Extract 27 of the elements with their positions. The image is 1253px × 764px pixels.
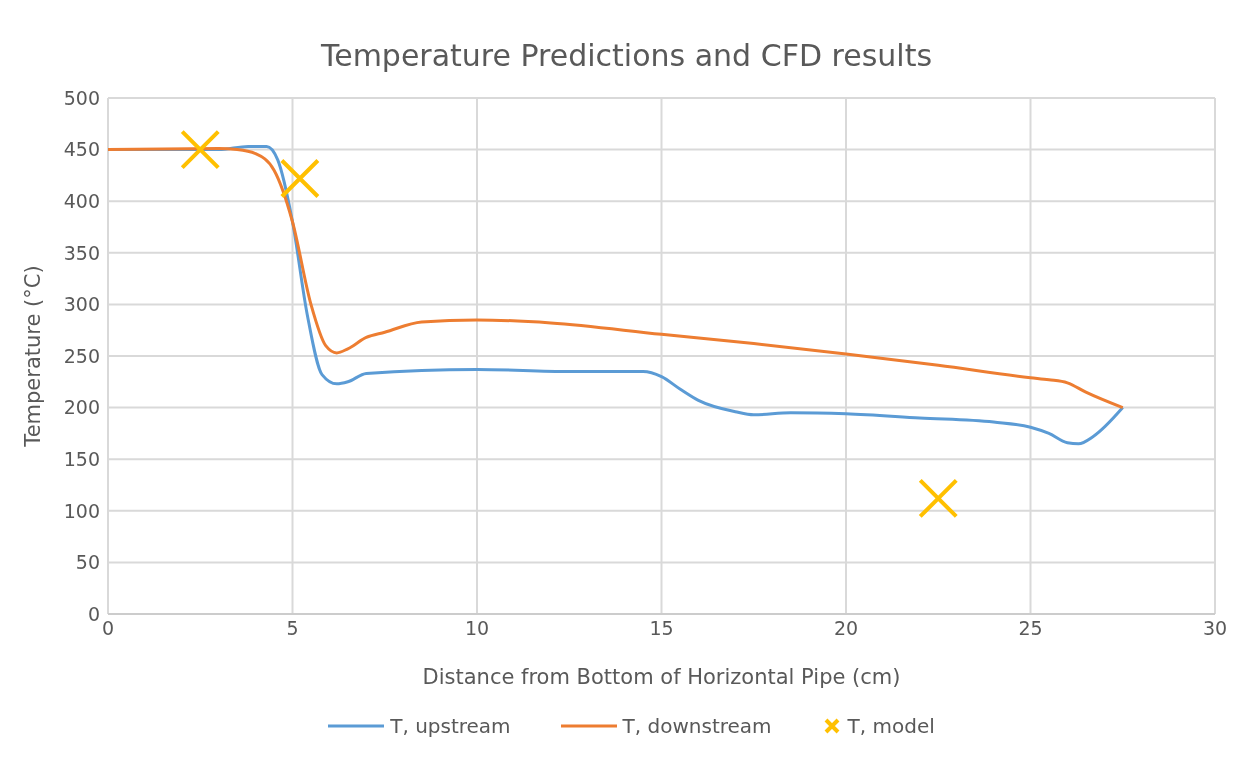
y-tick-label: 450 — [63, 138, 100, 161]
x-axis-title: Distance from Bottom of Horizontal Pipe (cm) — [422, 665, 901, 689]
point — [180, 129, 221, 170]
y-tick-label: 300 — [63, 293, 100, 316]
y-tick-label: 400 — [63, 189, 100, 212]
x-tick-label: 0 — [101, 617, 115, 640]
y-tick-label: 250 — [63, 344, 100, 367]
point — [918, 478, 959, 519]
x-tick-label: 30 — [1202, 617, 1228, 640]
legend-label: T, model — [847, 714, 935, 738]
x-tick-label: 15 — [649, 617, 674, 640]
y-tick-label: 150 — [63, 447, 100, 470]
legend-label: T, downstream — [622, 714, 772, 738]
chart-title: Temperature Predictions and CFD results — [319, 37, 934, 75]
y-tick-label: 50 — [75, 551, 100, 574]
x-tick-label: 10 — [464, 617, 490, 640]
legend-label: T, upstream — [390, 714, 511, 738]
y-axis-title: Temperature (°C) — [21, 265, 46, 448]
y-tick-label: 0 — [87, 602, 100, 625]
x-tick-label: 25 — [1018, 617, 1043, 640]
point — [279, 158, 320, 199]
x-tick-label: 20 — [833, 617, 859, 640]
y-tick-label: 100 — [63, 499, 100, 522]
y-tick-label: 350 — [63, 241, 100, 264]
y-tick-label: 500 — [63, 86, 100, 109]
y-tick-label: 200 — [63, 396, 100, 419]
x-tick-label: 5 — [286, 617, 299, 640]
